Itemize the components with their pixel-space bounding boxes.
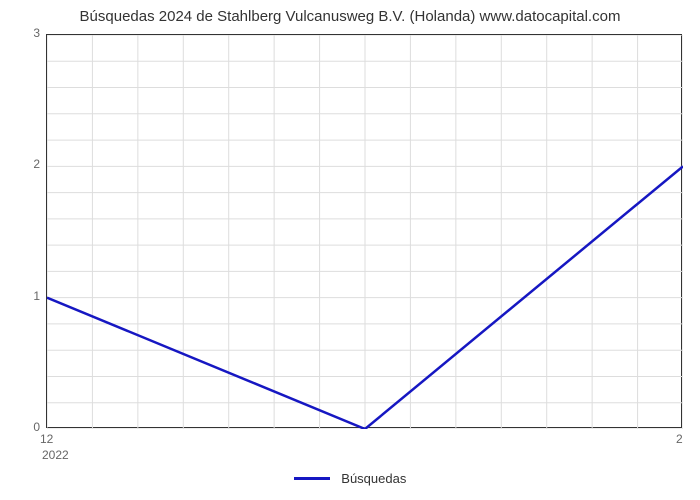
x-tick-label: 12	[40, 432, 53, 446]
chart-container: Búsquedas 2024 de Stahlberg Vulcanusweg …	[0, 0, 700, 500]
chart-title: Búsquedas 2024 de Stahlberg Vulcanusweg …	[0, 8, 700, 25]
legend: Búsquedas	[0, 470, 700, 486]
chart-svg	[47, 35, 683, 429]
y-tick-label: 2	[20, 157, 40, 171]
y-tick-label: 1	[20, 289, 40, 303]
y-tick-label: 0	[20, 420, 40, 434]
y-tick-label: 3	[20, 26, 40, 40]
legend-label: Búsquedas	[341, 471, 406, 486]
legend-line	[294, 477, 330, 480]
x-tick-label: 2	[676, 432, 683, 446]
x-year-label: 2022	[42, 448, 69, 462]
plot-area	[46, 34, 682, 428]
